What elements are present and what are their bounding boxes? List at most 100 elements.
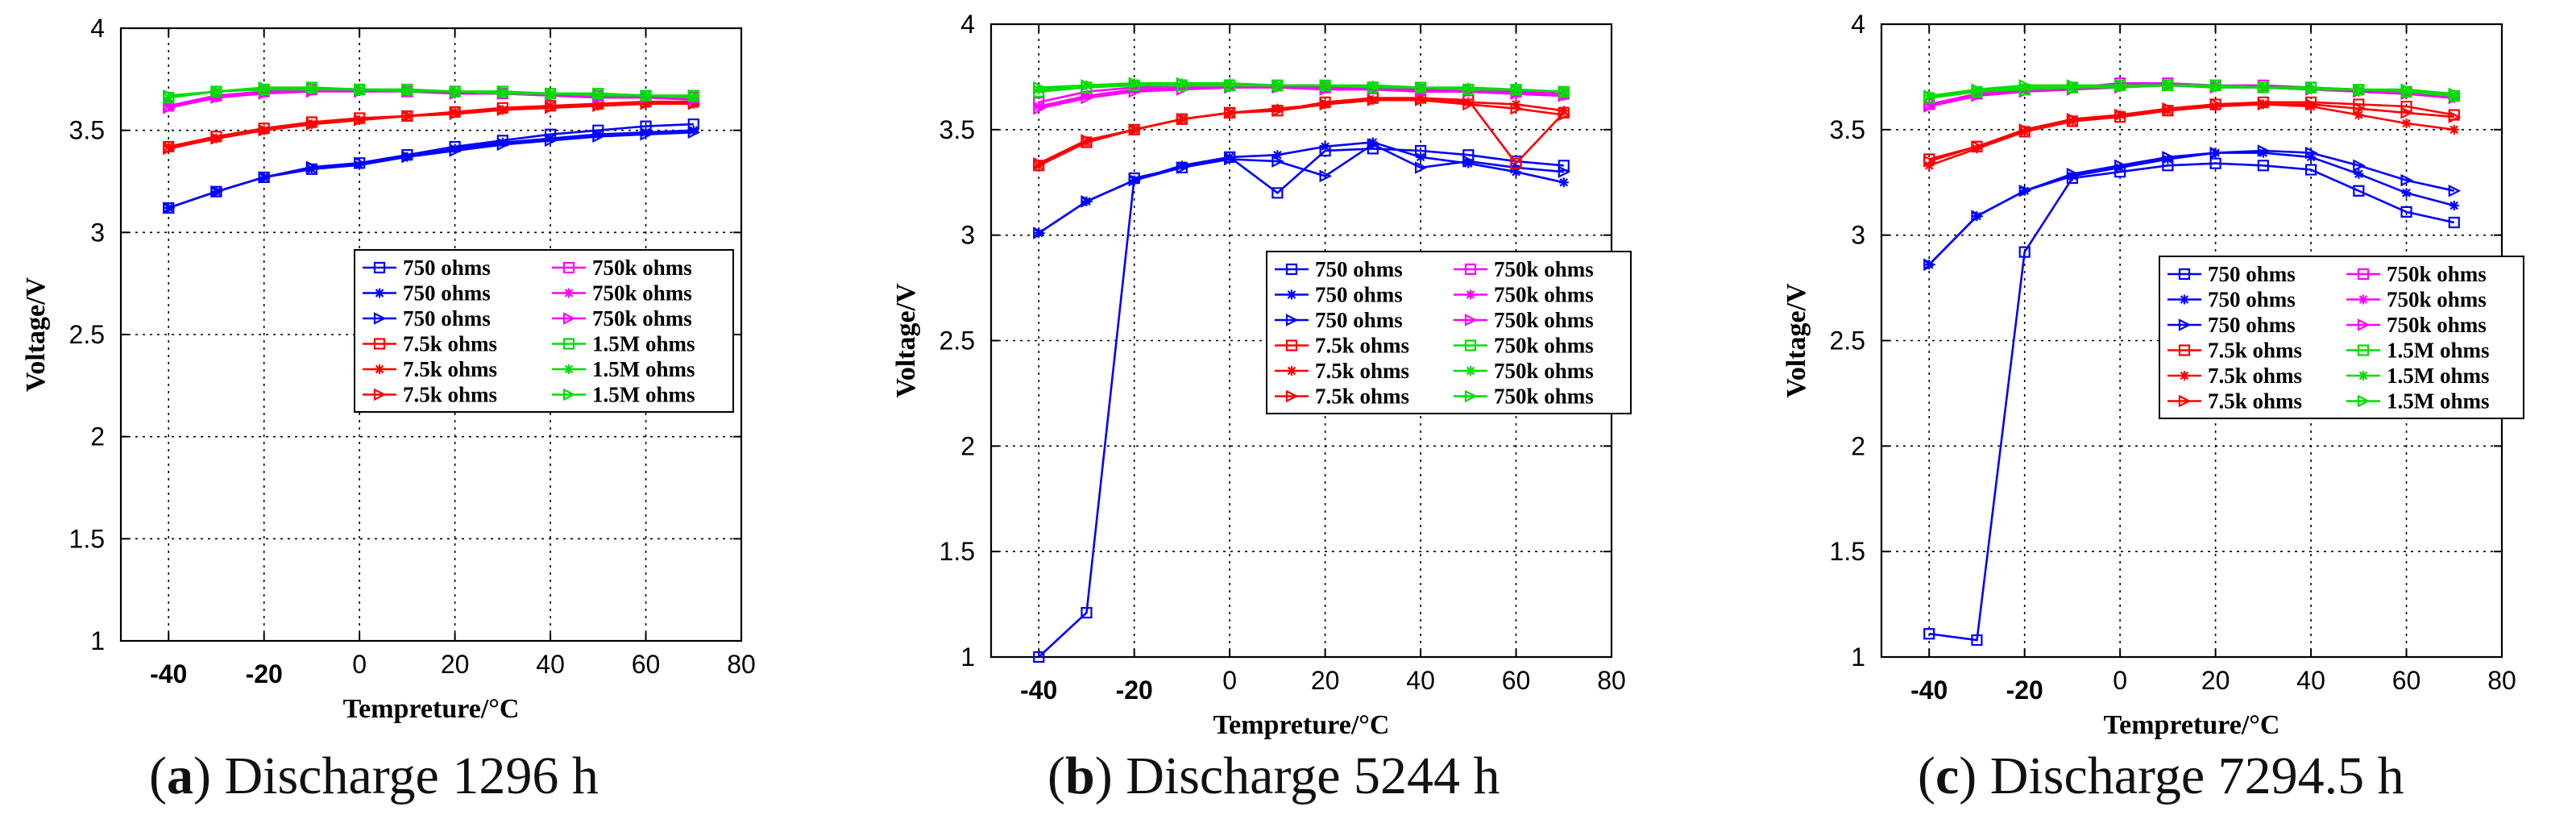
panel-c-series-2-point (2353, 159, 2366, 173)
panel-b-series-1-point (1416, 152, 1426, 162)
panel-c: -40 -20 0 20 40 60 80 1 1.5 2 2.5 3 3.5 4 Tempreture/°… (1782, 10, 2524, 740)
panel-c-series-1-point (2306, 152, 2317, 162)
panel-b-series-2-point (1414, 161, 1428, 174)
panel-a-series-2-point (592, 130, 605, 143)
panel-c-legend-label-9: 1.5M ohms (2387, 339, 2490, 363)
panel-a-legend-label-1: 750 ohms (403, 281, 491, 306)
panel-b-legend-marker-11 (1464, 389, 1478, 403)
panel-a-legend-marker-5 (373, 388, 387, 401)
panel-b-series-1-point (1511, 167, 1521, 177)
panel-a-ytick-label: 3 (90, 218, 105, 247)
panel-b-legend-marker-8 (1464, 314, 1478, 326)
panel-a-legend-label-7: 750k ohms (592, 281, 692, 306)
panel-a-legend-marker-2 (373, 312, 387, 325)
panel-c-legend-label-8: 750k ohms (2387, 313, 2487, 337)
panel-c-series-5-point (2353, 102, 2366, 115)
panel-c-series-0-line (1929, 162, 2455, 642)
panel-c-series-2-point (2018, 184, 2032, 198)
panel-b-ytick-label: 2.5 (940, 326, 975, 356)
panel-c-series-11-point (2304, 81, 2318, 94)
panel-b-series-4-point (1558, 106, 1569, 116)
panel-c-xtick-label: -20 (2006, 676, 2043, 705)
caption-b-letter: b (1064, 746, 1095, 805)
panel-a-series-2-point (401, 150, 414, 164)
panel-c-xtick-label: 0 (2113, 666, 2127, 695)
panel-c-legend-label-11: 1.5M ohms (2387, 389, 2490, 414)
panel-b-series-5-point (1176, 112, 1189, 126)
panel-a-ylabel: Voltage/V (21, 277, 51, 392)
panel-a-legend-box (354, 249, 734, 413)
panel-a-series-2-point (305, 160, 319, 174)
panel-c-series-5-point (1971, 139, 1984, 153)
panel-b-legend-marker-3 (1285, 339, 1298, 351)
panel-a-legend-marker-8 (562, 312, 576, 325)
panel-c-legend-label-1: 750 ohms (2208, 288, 2296, 312)
panel-a-series-2-point (163, 202, 176, 214)
panel-b-series-5-point (1271, 104, 1284, 118)
panel-c-series-2-point (2304, 146, 2318, 160)
panel-c-ytick-label: 3.5 (1830, 115, 1865, 144)
panel-a-series-5-point (544, 102, 558, 114)
panel-b-series-4-point (1511, 99, 1521, 110)
panel-b-series-2-point (1081, 195, 1093, 208)
panel-b-series-5-line (1038, 98, 1564, 164)
panel-c-xtick-label: 40 (2296, 666, 2325, 695)
panel-b-ytick-label: 3 (960, 221, 975, 250)
panel-c-series-5-point (2257, 98, 2271, 111)
panel-c-series-1-point (2354, 168, 2364, 179)
panel-c-series-4-point (2354, 110, 2364, 120)
panel-a-series-2-point (210, 185, 223, 198)
panel-c-series-5-point (2066, 112, 2080, 126)
panel-a-series-5-point (449, 107, 463, 121)
panel-c-legend-label-3: 7.5k ohms (2208, 339, 2302, 363)
panel-c-series-11-point (1971, 83, 1984, 96)
panel-b-legend-label-10: 750k ohms (1494, 359, 1594, 383)
panel-b-xtick-label: -40 (1020, 676, 1057, 705)
panel-b-series-1-point (1272, 150, 1283, 160)
panel-b-legend-label-3: 7.5k ohms (1315, 334, 1409, 358)
panel-b-series-5-point (1367, 94, 1380, 106)
panel-c-series-11-point (2162, 79, 2175, 92)
panel-a: -40 -20 0 20 40 60 80 1 1.5 2 2.5 3 3.5 4 Tempreture/°… (21, 14, 756, 724)
panel-a-series-5-point (496, 103, 510, 117)
panel-b-xlabel: Tempreture/°C (1213, 710, 1390, 740)
panel-a-series-5-line (168, 102, 694, 150)
panel-b-series-5-point (1081, 134, 1093, 147)
panel-b-legend-marker-5 (1285, 389, 1299, 403)
panel-b-series-3-point (1510, 157, 1522, 169)
panel-c-series-2-point (2066, 168, 2080, 181)
panel-b-legend-label-5: 7.5k ohms (1315, 385, 1409, 409)
panel-a-legend-label-3: 7.5k ohms (403, 332, 497, 356)
panel-c-legend-label-5: 7.5k ohms (2208, 389, 2302, 414)
caption-a: (a) Discharge 1296 h (149, 746, 599, 805)
panel-b-series-5-point (1128, 123, 1142, 136)
panel-a-xlabel: Tempreture/°C (343, 694, 520, 724)
panel-c-legend-marker-6 (2357, 268, 2370, 281)
panel-a-series-2-line (168, 131, 694, 210)
panel-b-legend-marker-2 (1285, 314, 1299, 326)
panel-a-series-5-point (401, 110, 414, 123)
panel-c-xtick-label: 80 (2487, 666, 2516, 695)
panel-b-legend-marker-6 (1464, 263, 1477, 276)
panel-b-legend-marker-9 (1464, 339, 1477, 351)
panel-c-ytick-label: 3 (1851, 221, 1865, 250)
panel-b-ytick-label: 2 (960, 431, 975, 460)
panel-c-ylabel: Voltage/V (1782, 283, 1811, 398)
panel-b-xtick-label: 20 (1311, 666, 1340, 695)
panel-b-series-2-point (1224, 152, 1237, 166)
caption-b-text: Discharge 5244 h (1126, 746, 1500, 805)
panel-b-legend-label-0: 750 ohms (1315, 257, 1403, 281)
panel-b-xtick-label: 60 (1502, 666, 1531, 695)
panel-a-ytick-label: 2.5 (69, 320, 105, 349)
panel-a-series-11-point (687, 89, 701, 102)
panel-c-series-11-point (2400, 83, 2413, 96)
panel-c-xlabel: Tempreture/°C (2104, 710, 2280, 740)
panel-c-series-11-point (2066, 79, 2080, 92)
panel-c-legend-marker-10 (2358, 371, 2368, 380)
panel-c-series-1-point (2449, 201, 2459, 211)
panel-a-legend-label-8: 750k ohms (592, 306, 692, 331)
panel-c-series-2-line (1928, 149, 2455, 266)
panel-b-legend-label-1: 750 ohms (1315, 283, 1403, 307)
panel-a-series-11-point (210, 85, 223, 98)
panel-c-series-0-point (2448, 216, 2460, 229)
